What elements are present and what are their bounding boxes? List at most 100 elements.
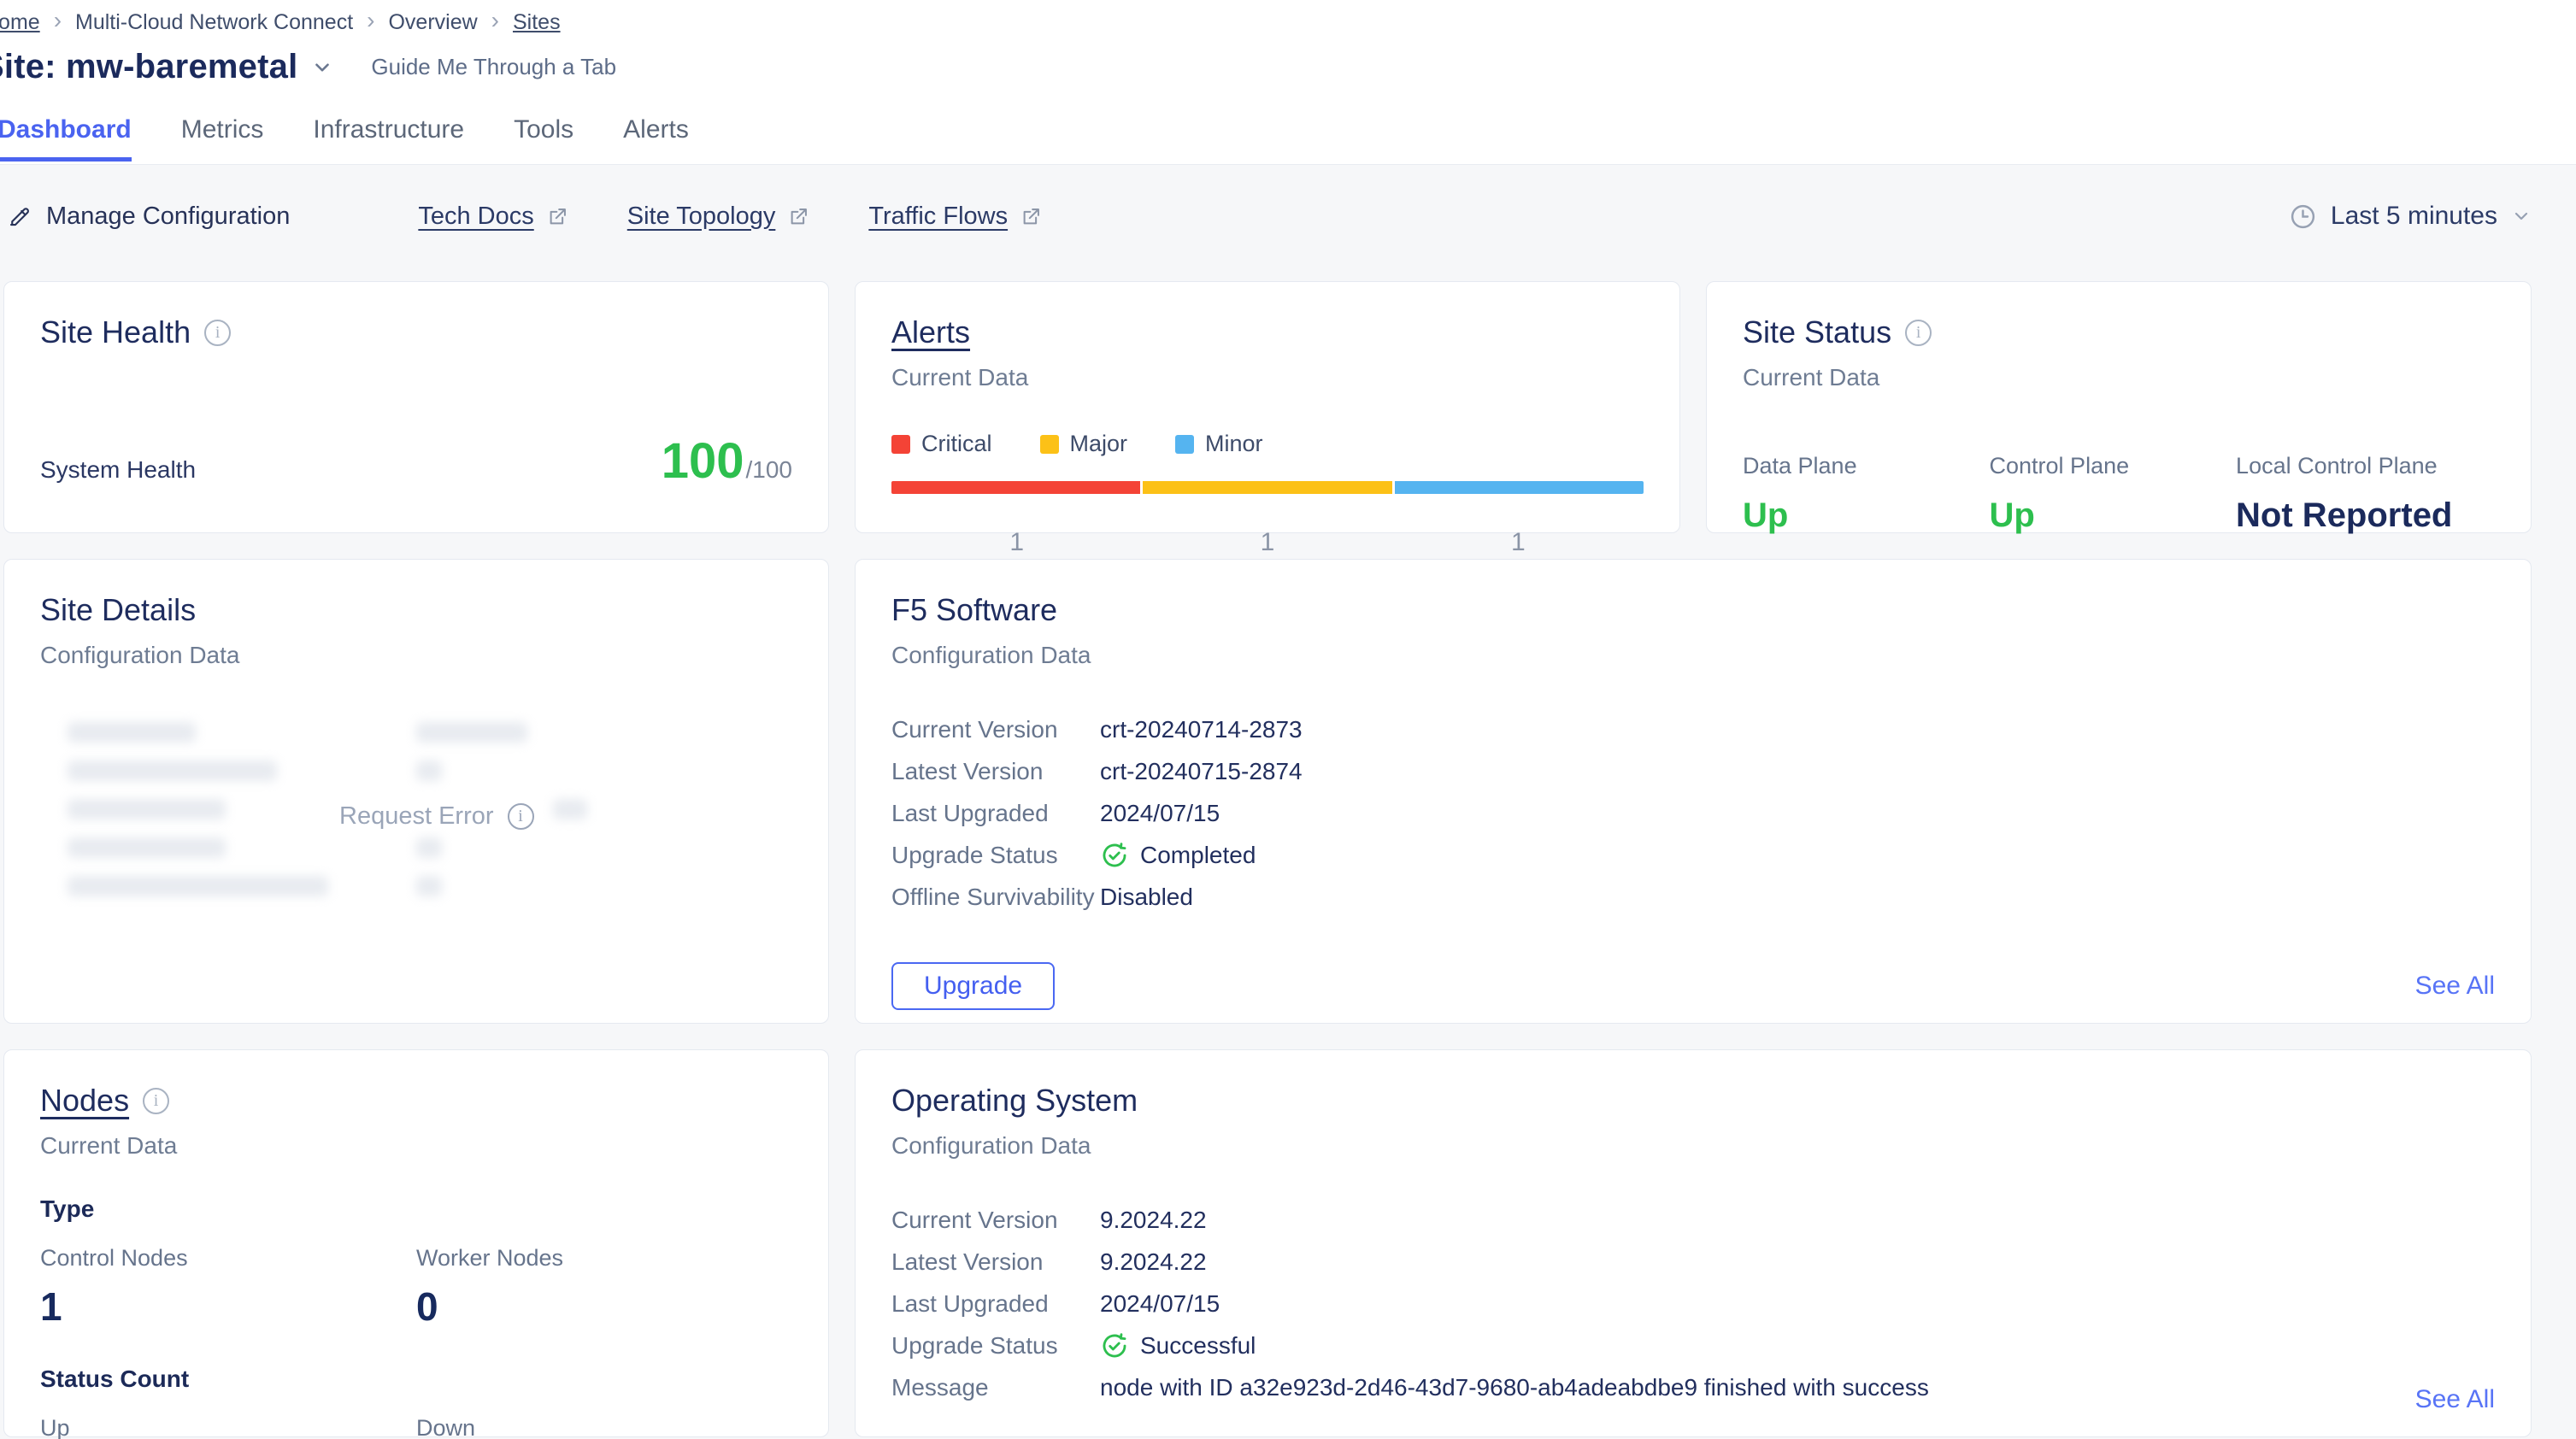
critical-count: 1 xyxy=(1009,528,1024,556)
legend-major-label: Major xyxy=(1069,431,1128,456)
info-icon[interactable] xyxy=(1905,319,1932,346)
alerts-legend: Critical Major Minor xyxy=(891,431,1644,457)
info-icon[interactable] xyxy=(143,1087,170,1114)
clock-icon xyxy=(2289,203,2317,231)
refresh-check-icon xyxy=(1100,841,1129,870)
breadcrumb-mcn[interactable]: Multi-Cloud Network Connect xyxy=(75,9,354,34)
breadcrumb-overview[interactable]: Overview xyxy=(388,9,478,34)
traffic-flows-link[interactable]: Traffic Flows xyxy=(868,203,1043,231)
breadcrumb-sites[interactable]: Sites xyxy=(512,9,561,34)
alerts-title-link[interactable]: Alerts xyxy=(891,314,971,349)
control-plane-status: Control Plane Up xyxy=(1990,453,2237,535)
site-details-title: Site Details xyxy=(40,592,197,627)
time-range-chevron-down-icon xyxy=(2511,206,2532,226)
latest-version-label: Latest Version xyxy=(891,758,1044,784)
os-current-version-value: 9.2024.22 xyxy=(1100,1207,1207,1233)
table-row: Offline Survivability Disabled xyxy=(891,883,2495,912)
guide-me-link[interactable]: Guide Me Through a Tab xyxy=(371,54,617,79)
upgrade-status-text: Completed xyxy=(1140,842,1256,868)
minor-bar-segment[interactable] xyxy=(1391,481,1644,494)
system-health-label: System Health xyxy=(40,456,197,483)
alerts-subtitle: Current Data xyxy=(891,364,1029,391)
table-row: Upgrade Status Completed xyxy=(891,841,2495,870)
table-row: Current Version crt-20240714-2873 xyxy=(891,715,2495,744)
data-plane-status: Data Plane Up xyxy=(1743,453,1990,535)
tab-alerts[interactable]: Alerts xyxy=(623,115,689,144)
page-header: Home › Multi-Cloud Network Connect › Ove… xyxy=(0,0,2576,165)
control-nodes-value: 1 xyxy=(40,1284,62,1329)
os-last-upgraded-label: Last Upgraded xyxy=(891,1290,1049,1317)
refresh-check-icon xyxy=(1100,1331,1129,1360)
local-control-plane-status: Local Control Plane Not Reported xyxy=(2236,453,2495,535)
nodes-title-link[interactable]: Nodes xyxy=(40,1083,130,1118)
upgrade-status-label: Upgrade Status xyxy=(891,842,1058,868)
control-nodes-label: Control Nodes xyxy=(40,1245,188,1271)
breadcrumb-home[interactable]: Home xyxy=(0,9,40,34)
os-latest-version-label: Latest Version xyxy=(891,1248,1044,1275)
control-plane-label: Control Plane xyxy=(1989,453,2130,479)
nodes-down-label: Down xyxy=(416,1415,476,1439)
legend-minor-label: Minor xyxy=(1205,431,1263,456)
operating-system-card: Operating System Configuration Data Curr… xyxy=(855,1049,2532,1437)
last-upgraded-value: 2024/07/15 xyxy=(1100,800,1220,826)
tab-metrics[interactable]: Metrics xyxy=(180,115,264,144)
f5-software-card: F5 Software Configuration Data Current V… xyxy=(855,559,2532,1024)
manage-configuration-label: Manage Configuration xyxy=(46,202,291,230)
nodes-down-stat: Down 0 xyxy=(416,1415,792,1439)
system-health-score: 100 xyxy=(661,433,744,489)
site-health-card: Site Health System Health 100 /100 xyxy=(3,281,829,533)
legend-item-major: Major xyxy=(1039,431,1128,457)
tab-tools[interactable]: Tools xyxy=(514,115,574,144)
f5-see-all-link[interactable]: See All xyxy=(2414,972,2495,1000)
tech-docs-label: Tech Docs xyxy=(418,202,534,230)
control-plane-value: Up xyxy=(1989,496,2035,534)
request-error-label: Request Error xyxy=(339,802,494,830)
info-icon[interactable] xyxy=(507,803,534,830)
upgrade-button[interactable]: Upgrade xyxy=(891,962,1056,1010)
breadcrumb-separator-icon: › xyxy=(53,7,62,33)
tab-bar: Dashboard Metrics Infrastructure Tools A… xyxy=(0,115,2576,162)
os-current-version-label: Current Version xyxy=(891,1207,1058,1233)
worker-nodes-stat: Worker Nodes 0 xyxy=(416,1245,792,1330)
os-upgrade-status-text: Successful xyxy=(1140,1332,1256,1359)
tab-dashboard[interactable]: Dashboard xyxy=(0,115,132,162)
traffic-flows-label: Traffic Flows xyxy=(868,202,1009,230)
external-link-icon xyxy=(546,205,569,228)
data-plane-value: Up xyxy=(1743,496,1789,534)
operating-system-title: Operating System xyxy=(891,1083,1138,1118)
breadcrumb-separator-icon: › xyxy=(367,7,375,33)
table-row: Current Version 9.2024.22 xyxy=(891,1206,2495,1235)
breadcrumb-separator-icon: › xyxy=(491,7,499,33)
site-selector-chevron-down-icon[interactable] xyxy=(311,56,333,79)
table-row: Last Upgraded 2024/07/15 xyxy=(891,799,2495,828)
table-row: Last Upgraded 2024/07/15 xyxy=(891,1289,2495,1319)
site-topology-link[interactable]: Site Topology xyxy=(627,203,811,231)
minor-swatch-icon xyxy=(1175,434,1195,454)
tech-docs-link[interactable]: Tech Docs xyxy=(418,203,568,231)
minor-count: 1 xyxy=(1510,528,1526,556)
major-bar-segment[interactable] xyxy=(1140,481,1392,494)
current-version-label: Current Version xyxy=(891,716,1058,743)
legend-item-critical: Critical xyxy=(891,431,992,457)
site-health-title: Site Health xyxy=(40,314,191,349)
current-version-value: crt-20240714-2873 xyxy=(1100,716,1303,743)
f5-software-subtitle: Configuration Data xyxy=(891,642,1091,668)
dashboard-toolbar: Manage Configuration Tech Docs Site Topo… xyxy=(7,196,2532,237)
upgrade-status-value: Completed xyxy=(1100,841,2495,870)
time-range-label: Last 5 minutes xyxy=(2330,202,2497,230)
alerts-stacked-bar xyxy=(891,481,1644,494)
major-count: 1 xyxy=(1260,528,1275,556)
critical-bar-segment[interactable] xyxy=(891,481,1141,494)
worker-nodes-label: Worker Nodes xyxy=(416,1245,564,1271)
tab-infrastructure[interactable]: Infrastructure xyxy=(313,115,465,144)
os-last-upgraded-value: 2024/07/15 xyxy=(1100,1290,1220,1317)
external-link-icon xyxy=(1020,205,1043,228)
nodes-up-label: Up xyxy=(40,1415,70,1439)
info-icon[interactable] xyxy=(204,319,232,346)
time-range-selector[interactable]: Last 5 minutes xyxy=(2289,202,2532,231)
critical-swatch-icon xyxy=(891,434,910,454)
manage-configuration-button[interactable]: Manage Configuration xyxy=(7,203,290,231)
os-latest-version-value: 9.2024.22 xyxy=(1100,1248,1207,1275)
site-details-card: Site Details Configuration Data Request … xyxy=(3,559,829,1024)
os-see-all-link[interactable]: See All xyxy=(2414,1385,2495,1413)
